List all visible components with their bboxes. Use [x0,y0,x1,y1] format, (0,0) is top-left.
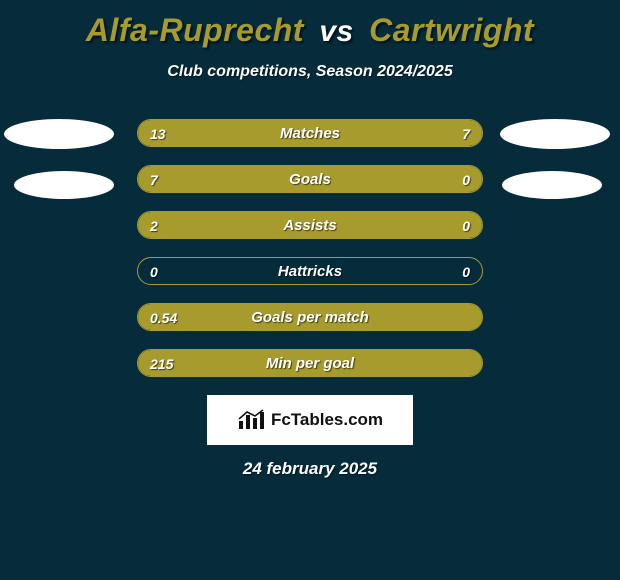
player1-name: Alfa-Ruprecht [86,12,304,48]
player1-avatar-1 [4,119,114,149]
subtitle: Club competitions, Season 2024/2025 [0,63,620,81]
stat-row: Hattricks0 0 [137,257,483,285]
stat-row: Min per goal215 [137,349,483,377]
stat-row: Matches13 7 [137,119,483,147]
stat-label: Goals per match [138,304,482,331]
stat-value-right: 0 [462,212,470,239]
stat-row: Goals7 0 [137,165,483,193]
stat-value-left: 215 [150,350,173,377]
chart-icon [237,409,265,431]
stat-value-left: 2 [150,212,158,239]
stat-label: Hattricks [138,258,482,285]
vs-text: vs [313,15,359,48]
stat-label: Assists [138,212,482,239]
logo-badge: FcTables.com [207,395,413,445]
stat-label: Goals [138,166,482,193]
player1-avatar-2 [14,171,114,199]
page-title: Alfa-Ruprecht vs Cartwright [0,0,620,49]
comparison-chart: Matches137Goals70Assists20Hattricks00Goa… [0,119,620,377]
stat-row: Assists2 0 [137,211,483,239]
date-text: 24 february 2025 [0,459,620,479]
player2-name: Cartwright [369,12,534,48]
stat-value-right: 0 [462,166,470,193]
stat-value-right: 7 [462,120,470,147]
stat-value-left: 0.54 [150,304,177,331]
stat-rows: Matches137Goals70Assists20Hattricks00Goa… [137,119,483,377]
logo-text: FcTables.com [271,410,383,430]
player2-avatar-1 [500,119,610,149]
player2-avatar-2 [502,171,602,199]
stat-label: Min per goal [138,350,482,377]
stat-value-right: 0 [462,258,470,285]
stat-label: Matches [138,120,482,147]
stat-value-left: 13 [150,120,166,147]
stat-row: Goals per match0.54 [137,303,483,331]
stat-value-left: 7 [150,166,158,193]
stat-value-left: 0 [150,258,158,285]
